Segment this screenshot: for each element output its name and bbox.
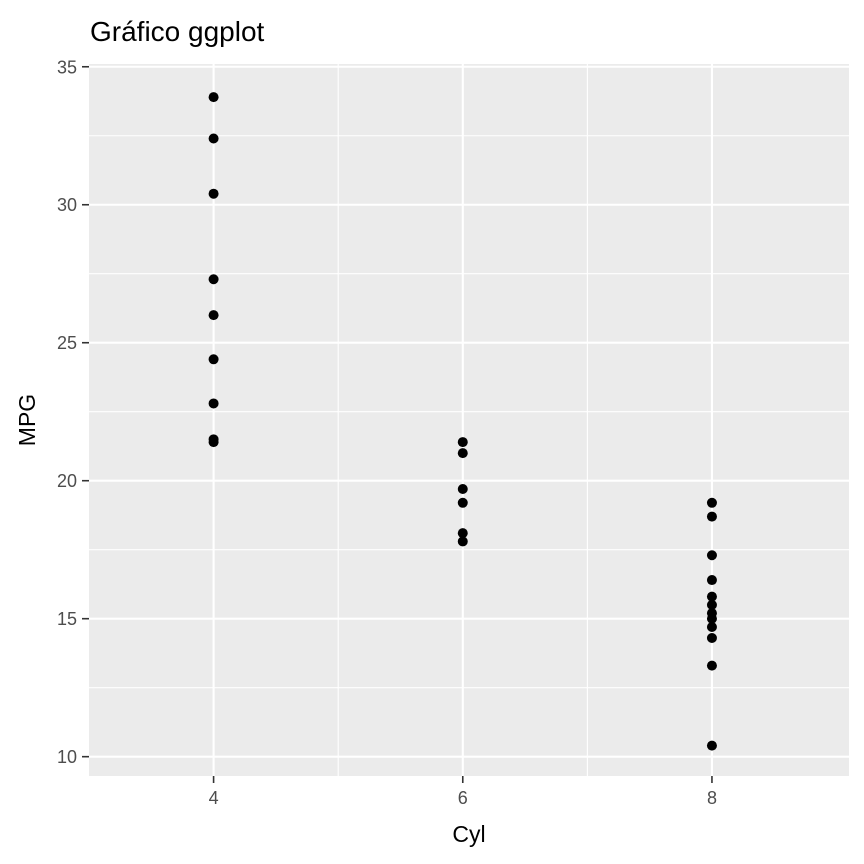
y-tick-label: 25	[57, 333, 77, 353]
x-tick-label: 4	[209, 788, 219, 808]
data-point	[457, 437, 468, 448]
data-point	[208, 92, 219, 103]
plot-panel	[89, 64, 849, 776]
data-point	[208, 133, 219, 144]
data-point	[208, 354, 219, 365]
data-point	[706, 599, 717, 610]
data-point	[457, 528, 468, 539]
data-point	[706, 740, 717, 751]
y-tick-label: 15	[57, 609, 77, 629]
data-point	[208, 398, 219, 409]
data-point	[706, 633, 717, 644]
data-point	[706, 613, 717, 624]
data-point	[208, 188, 219, 199]
data-point	[208, 274, 219, 285]
data-point	[457, 483, 468, 494]
data-point	[706, 621, 717, 632]
x-tick-label: 6	[458, 788, 468, 808]
data-point	[706, 497, 717, 508]
data-point	[706, 511, 717, 522]
y-tick-label: 35	[57, 57, 77, 77]
y-tick-label: 30	[57, 195, 77, 215]
data-point	[706, 550, 717, 561]
chart-title: Gráfico ggplot	[90, 16, 265, 47]
data-point	[706, 660, 717, 671]
x-axis-ticks: 4 6 8	[209, 776, 717, 808]
data-points	[208, 92, 717, 751]
y-axis-title: MPG	[14, 394, 40, 446]
major-gridlines	[89, 64, 849, 776]
y-tick-label: 20	[57, 471, 77, 491]
data-point	[208, 437, 219, 448]
x-axis-title: Cyl	[452, 821, 485, 847]
data-point	[706, 591, 717, 602]
data-point	[208, 310, 219, 321]
y-axis-ticks: 10 15 20 25 30 35	[57, 57, 89, 767]
data-point	[457, 497, 468, 508]
data-point	[706, 575, 717, 586]
y-tick-label: 10	[57, 747, 77, 767]
x-tick-label: 8	[707, 788, 717, 808]
data-point	[457, 536, 468, 547]
data-point	[457, 448, 468, 459]
